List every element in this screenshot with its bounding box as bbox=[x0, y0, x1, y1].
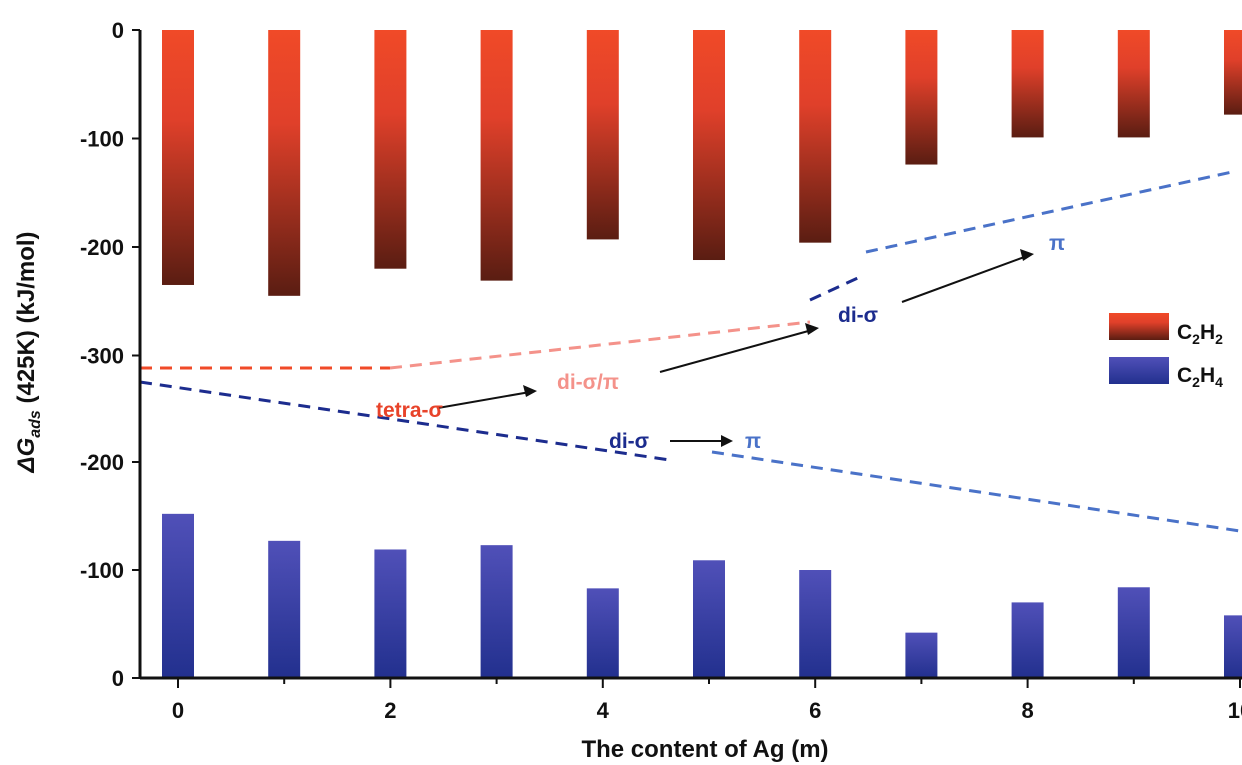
x-tick-label-6: 6 bbox=[809, 698, 821, 723]
di-sigma-pi-label: di-σ/π bbox=[557, 371, 619, 394]
legend-c2h2-sub1: 2 bbox=[1192, 331, 1200, 347]
c2h4-bars bbox=[162, 513, 1242, 678]
di-sigma-upper-label: di-σ bbox=[838, 304, 878, 327]
x-axis-ticks: 024681012 bbox=[172, 678, 1242, 723]
c2h4-bar-10 bbox=[1224, 615, 1242, 678]
x-tick-label-0: 0 bbox=[172, 698, 184, 723]
c2h2-bar-8 bbox=[1011, 30, 1044, 138]
pi-upper-trend-line bbox=[865, 170, 1233, 254]
pi-upper-label: π bbox=[1049, 232, 1065, 255]
di-sigma-upper-trend-line bbox=[809, 274, 863, 302]
arrow-tetra-to-disigmapi-head bbox=[523, 385, 537, 397]
x-tick-label-10: 10 bbox=[1228, 698, 1242, 723]
legend-swatch-c2h2 bbox=[1109, 313, 1169, 340]
c2h4-bar-9 bbox=[1117, 587, 1150, 678]
c2h4-bar-3 bbox=[480, 545, 513, 678]
c2h4-bar-7 bbox=[905, 632, 938, 678]
y-axis-title-rest: (425K) (kJ/mol) bbox=[13, 231, 40, 410]
y-tick-label-bottom-0: -200 bbox=[80, 450, 124, 475]
c2h4-bar-0 bbox=[162, 513, 194, 678]
y-tick-label-top-2: -200 bbox=[80, 235, 124, 260]
y-axis-title-delta: ΔG bbox=[13, 438, 40, 474]
x-tick-label-8: 8 bbox=[1021, 698, 1033, 723]
legend-c2h2-sub2: 2 bbox=[1215, 331, 1223, 347]
x-tick-label-4: 4 bbox=[597, 698, 610, 723]
pi-lower-label: π bbox=[745, 430, 761, 453]
c2h2-bar-6 bbox=[799, 30, 832, 243]
legend-c2h2-h: H bbox=[1200, 321, 1215, 344]
arrow-disigmapi-to-disigma-head bbox=[805, 323, 819, 335]
c2h2-bar-1 bbox=[268, 30, 301, 296]
tetra-sigma-label: tetra-σ bbox=[376, 399, 443, 422]
c2h4-bar-6 bbox=[799, 570, 832, 678]
arrow-tetra-to-disigmapi bbox=[437, 391, 531, 409]
di-sigma-lower-trend-line bbox=[139, 380, 671, 462]
y-axis-title: ΔGads (425K) (kJ/mol) bbox=[13, 231, 44, 473]
legend-c2h2-c: C bbox=[1177, 321, 1192, 344]
y-tick-label-top-0: 0 bbox=[112, 18, 124, 43]
legend-swatch-c2h4 bbox=[1109, 357, 1169, 384]
c2h2-bars bbox=[162, 30, 1242, 296]
c2h4-bar-5 bbox=[693, 560, 725, 678]
arrow-disigma-to-pi-upper-head bbox=[1020, 249, 1034, 261]
di-sigma-lower-label: di-σ bbox=[609, 430, 649, 453]
pi-lower-trend-line bbox=[711, 450, 1241, 533]
x-tick-label-2: 2 bbox=[384, 698, 396, 723]
c2h2-bar-4 bbox=[586, 30, 619, 240]
legend-c2h4-c: C bbox=[1177, 364, 1192, 387]
arrow-disigma-to-pi-lower-head bbox=[721, 435, 733, 447]
arrow-disigmapi-to-disigma bbox=[659, 329, 813, 373]
c2h2-bar-2 bbox=[374, 30, 407, 269]
arrows bbox=[437, 249, 1034, 447]
c2h2-bar-5 bbox=[693, 30, 725, 261]
c2h2-bar-0 bbox=[162, 30, 194, 285]
legend-c2h4-sub2: 4 bbox=[1215, 374, 1223, 390]
c2h2-bar-3 bbox=[480, 30, 513, 281]
trend-lines bbox=[139, 170, 1241, 533]
axes bbox=[138, 30, 1242, 680]
c2h2-bar-7 bbox=[905, 30, 938, 165]
y-tick-label-top-1: -100 bbox=[80, 127, 124, 152]
y-tick-label-bottom-1: -100 bbox=[80, 558, 124, 583]
legend-c2h4-sub1: 2 bbox=[1192, 374, 1200, 390]
y-axis-title-subscript: ads bbox=[27, 410, 44, 438]
arrow-disigma-to-pi-upper bbox=[901, 255, 1028, 303]
c2h2-bar-9 bbox=[1117, 30, 1150, 138]
legend-c2h4-h: H bbox=[1200, 364, 1215, 387]
y-tick-label-bottom-2: 0 bbox=[112, 666, 124, 691]
di-sigma-pi-trend-line bbox=[389, 320, 811, 370]
legend: C2H2 C2H4 bbox=[1109, 313, 1223, 390]
c2h2-bar-10 bbox=[1224, 30, 1242, 115]
x-axis-title: The content of Ag (m) bbox=[581, 736, 828, 763]
c2h4-bar-1 bbox=[268, 540, 301, 678]
c2h4-bar-8 bbox=[1011, 602, 1044, 678]
y-axis-ticks: 0 -100 -200 -300 -200 -100 0 bbox=[80, 18, 140, 691]
legend-label-c2h4: C2H4 bbox=[1177, 364, 1223, 390]
c2h4-bar-2 bbox=[374, 549, 407, 678]
legend-label-c2h2: C2H2 bbox=[1177, 321, 1223, 347]
y-tick-label-top-3: -300 bbox=[80, 344, 124, 369]
c2h4-bar-4 bbox=[586, 588, 619, 678]
